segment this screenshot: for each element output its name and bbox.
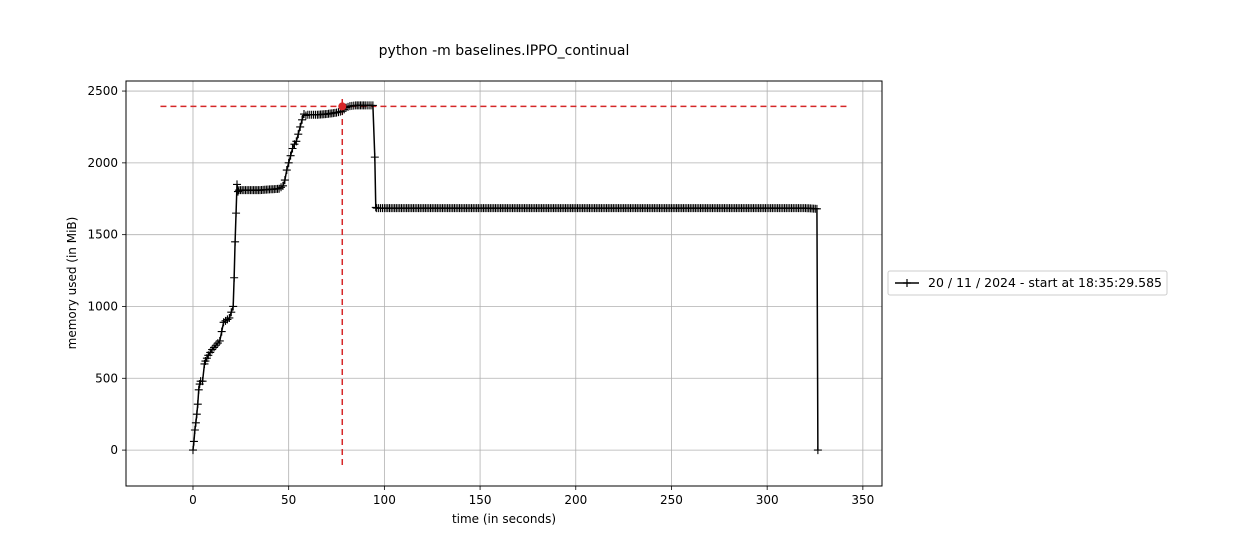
data-point	[368, 101, 377, 110]
data-point	[294, 130, 303, 139]
x-tick-label: 50	[281, 493, 296, 507]
y-tick-label: 500	[95, 371, 118, 385]
series-layer	[188, 101, 822, 455]
data-point	[370, 153, 379, 162]
data-point	[282, 166, 291, 175]
data-point	[280, 176, 289, 185]
x-tick-label: 0	[189, 493, 197, 507]
x-tick-label: 250	[660, 493, 683, 507]
legend-frame	[887, 270, 1168, 296]
data-point	[288, 144, 297, 153]
data-point	[298, 115, 307, 124]
data-point	[277, 183, 286, 192]
x-axis-ticks: 0 50 100 150 200 250 300 350	[189, 486, 874, 507]
data-point	[225, 313, 234, 322]
y-tick-label: 1500	[87, 228, 118, 242]
data-point	[292, 137, 301, 146]
data-point	[194, 385, 203, 394]
data-point	[229, 302, 238, 311]
series-line	[192, 104, 819, 451]
plot-frame	[125, 80, 883, 487]
x-tick-label: 350	[851, 493, 874, 507]
data-point	[232, 209, 241, 218]
legend-marker-swatch	[903, 279, 911, 287]
x-tick-label: 100	[373, 493, 396, 507]
data-point	[812, 204, 821, 213]
y-axis-ticks: 0 500 1000 1500 2000 2500	[87, 84, 126, 457]
y-axis-label: memory used (in MiB)	[65, 217, 79, 350]
data-point	[233, 180, 242, 189]
data-point	[299, 110, 308, 119]
x-tick-label: 300	[756, 493, 779, 507]
data-point	[193, 400, 202, 409]
data-point	[286, 151, 295, 160]
data-point	[284, 158, 293, 167]
data-point	[188, 446, 197, 455]
y-tick-label: 1000	[87, 299, 118, 313]
data-point	[230, 273, 239, 282]
peak-lines	[160, 99, 850, 468]
data-point	[223, 315, 232, 324]
legend: 20 / 11 / 2024 - start at 18:35:29.585	[887, 270, 1168, 296]
data-point	[301, 111, 310, 120]
data-point	[296, 122, 305, 131]
x-tick-label: 150	[469, 493, 492, 507]
x-tick-label: 200	[564, 493, 587, 507]
data-point	[191, 418, 200, 427]
grid	[126, 81, 882, 486]
data-point	[231, 237, 240, 246]
data-point	[190, 425, 199, 434]
chart-title: python -m baselines.IPPO_continual	[379, 43, 630, 59]
y-tick-label: 2000	[87, 156, 118, 170]
peak-point	[338, 102, 347, 111]
data-point	[227, 308, 236, 317]
legend-entry-label: 20 / 11 / 2024 - start at 18:35:29.585	[928, 275, 1162, 290]
data-point	[217, 327, 226, 336]
data-point	[278, 181, 287, 190]
y-tick-label: 0	[110, 443, 118, 457]
data-point	[813, 446, 822, 455]
y-tick-label: 2500	[87, 84, 118, 98]
data-point	[192, 410, 201, 419]
x-axis-label: time (in seconds)	[452, 512, 556, 526]
data-point	[198, 377, 207, 386]
data-point	[189, 437, 198, 446]
data-point	[215, 336, 224, 345]
